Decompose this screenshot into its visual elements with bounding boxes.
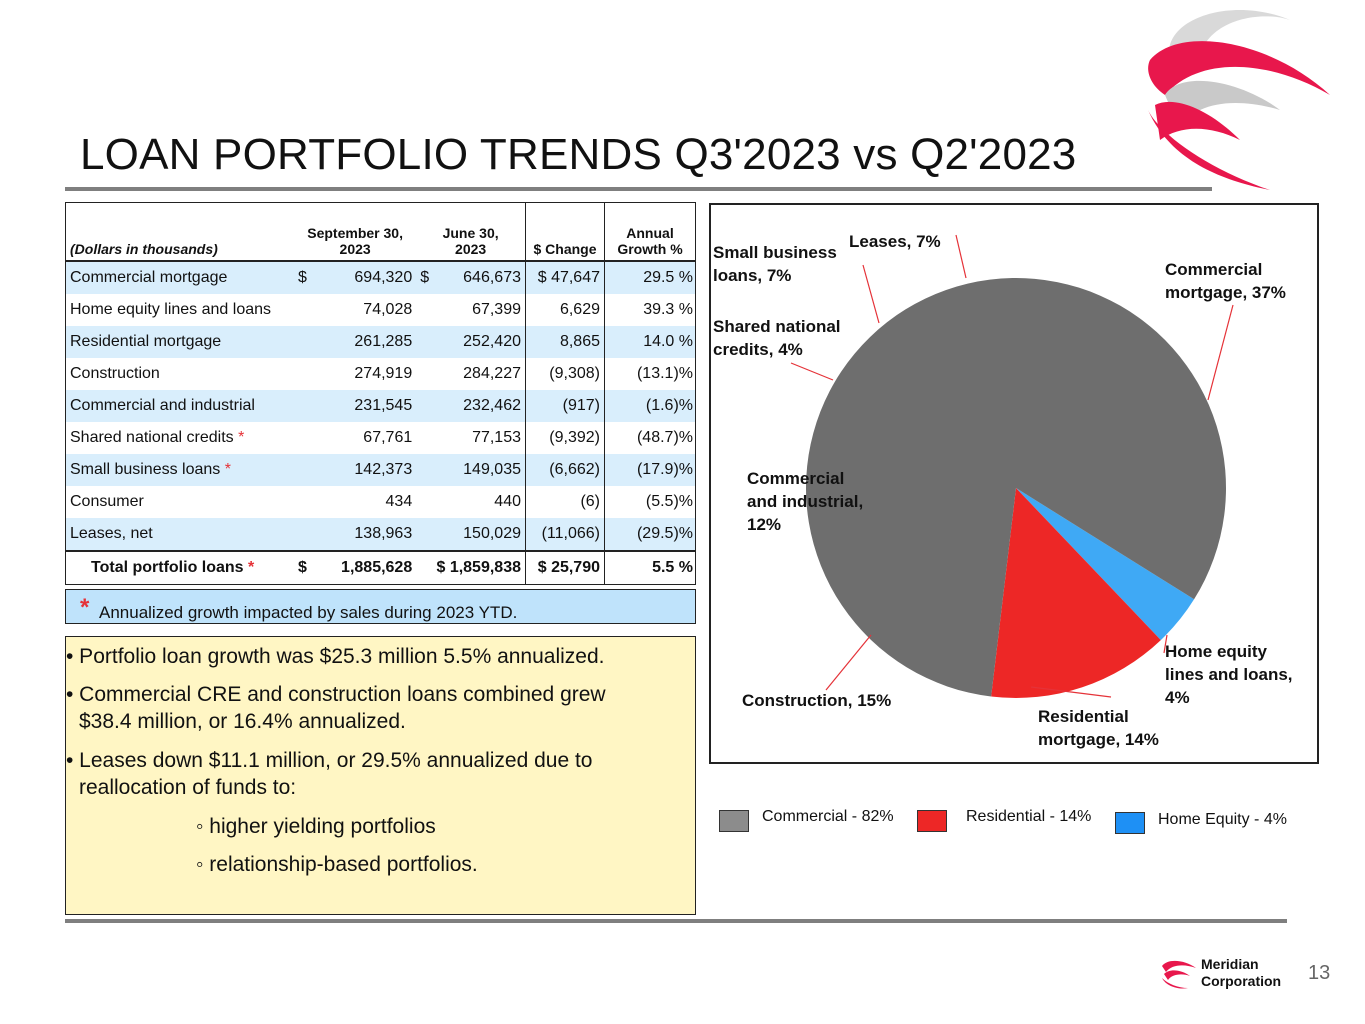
- pie-slice-home-equity: [1016, 488, 1195, 641]
- label-small-business: Small business loans, 7%: [713, 243, 837, 285]
- table-header-row: (Dollars in thousands) September 30, 2023…: [65, 202, 696, 262]
- label-construction: Construction, 15%: [742, 691, 892, 710]
- bullet-2-cont: $38.4 million, or 16.4% annualized.: [79, 710, 406, 733]
- label-commercial-mortgage: Commercial mortgage, 37%: [1165, 260, 1286, 302]
- legend-swatch-home-equity: [1115, 812, 1145, 834]
- legend-residential: Residential - 14%: [966, 808, 1092, 825]
- leader-construction: [825, 634, 872, 691]
- bullet-3: • Leases down $11.1 million, or 29.5% an…: [66, 749, 593, 772]
- pie-slice-commercial: [806, 278, 1226, 697]
- leader-shared: [790, 362, 834, 381]
- header-change: $ Change: [525, 202, 605, 262]
- label-shared-national: Shared national credits, 4%: [713, 317, 841, 359]
- bullet-1: • Portfolio loan growth was $25.3 millio…: [66, 645, 605, 668]
- table-row: Leases, net 138,963 150,029 (11,066) (29.5)%: [65, 518, 696, 551]
- leader-small-business: [862, 264, 880, 324]
- table-row: Shared national credits * 67,761 77,153 (9,…: [66, 422, 696, 454]
- header-september: September 30, 2023: [294, 202, 417, 262]
- table-row: Home equity lines and loans 74,028 67,399 6…: [66, 294, 696, 326]
- leader-home-equity: [1163, 634, 1168, 654]
- bullet-2: • Commercial CRE and construction loans …: [66, 683, 606, 706]
- leader-commercial-mortgage: [1207, 304, 1234, 401]
- footnote-star: *: [80, 594, 90, 621]
- sub-bullet-2: ◦ relationship-based portfolios.: [196, 853, 478, 876]
- leader-residential: [1030, 686, 1112, 698]
- table-row: Construction 274,919 284,227 (9,308) (13.1)%: [66, 358, 696, 390]
- legend-swatch-residential: [917, 810, 947, 832]
- leader-lines: [790, 234, 1234, 698]
- commentary-box: • Portfolio loan growth was $25.3 millio…: [65, 636, 696, 915]
- header-june: June 30, 2023: [416, 202, 526, 262]
- legend-home-equity: Home Equity - 4%: [1158, 811, 1287, 828]
- company-name: Meridian Corporation: [1201, 956, 1282, 989]
- footnote-text: Annualized growth impacted by sales duri…: [99, 603, 518, 622]
- title-divider: [65, 187, 1212, 191]
- footnote: * Annualized growth impacted by sales du…: [65, 589, 696, 624]
- bullet-3-cont: reallocation of funds to:: [79, 776, 297, 799]
- pie-slice-residential: [991, 488, 1161, 698]
- table-total-row: Total portfolio loans * $1,885,628 $ 1,859…: [65, 550, 696, 585]
- loan-table: (Dollars in thousands) September 30, 2023…: [65, 202, 696, 585]
- pie-chart-box: Leases, 7% Small business loans, 7% Comme…: [709, 203, 1319, 764]
- table-row: Commercial mortgage $694,320 $646,673 $ 47,…: [65, 261, 696, 294]
- table-row: Small business loans * 142,373 149,035 (6,6…: [65, 454, 696, 486]
- pie-chart: [790, 234, 1234, 698]
- label-home-equity: Home equity lines and loans, 4%: [1165, 642, 1293, 707]
- table-row: Commercial and industrial 231,545 232,462(…: [65, 390, 696, 422]
- label-leases: Leases, 7%: [849, 232, 941, 251]
- table-row: Consumer 434 440 (6) (5.5)%: [66, 486, 696, 518]
- meridian-logo-small: [1162, 960, 1196, 989]
- meridian-logo-swirl: [1148, 9, 1330, 190]
- legend-commercial: Commercial - 82%: [762, 808, 894, 825]
- page-number: 13: [1308, 962, 1331, 984]
- legend-swatch-commercial: [719, 810, 749, 832]
- footer-divider: [65, 919, 1287, 923]
- page-title: LOAN PORTFOLIO TRENDS Q3'2023 vs Q2'2023: [80, 130, 1077, 179]
- label-residential: Residential mortgage, 14%: [1038, 707, 1159, 749]
- label-commercial-industrial: Commercial and industrial, 12%: [747, 469, 864, 534]
- sub-bullet-1: ◦ higher yielding portfolios: [196, 815, 436, 838]
- header-label: (Dollars in thousands): [65, 202, 294, 262]
- table-row: Residential mortgage 261,285 252,420 8,865 1…: [65, 326, 696, 358]
- header-growth: Annual Growth %: [604, 202, 696, 262]
- leader-leases: [955, 234, 967, 279]
